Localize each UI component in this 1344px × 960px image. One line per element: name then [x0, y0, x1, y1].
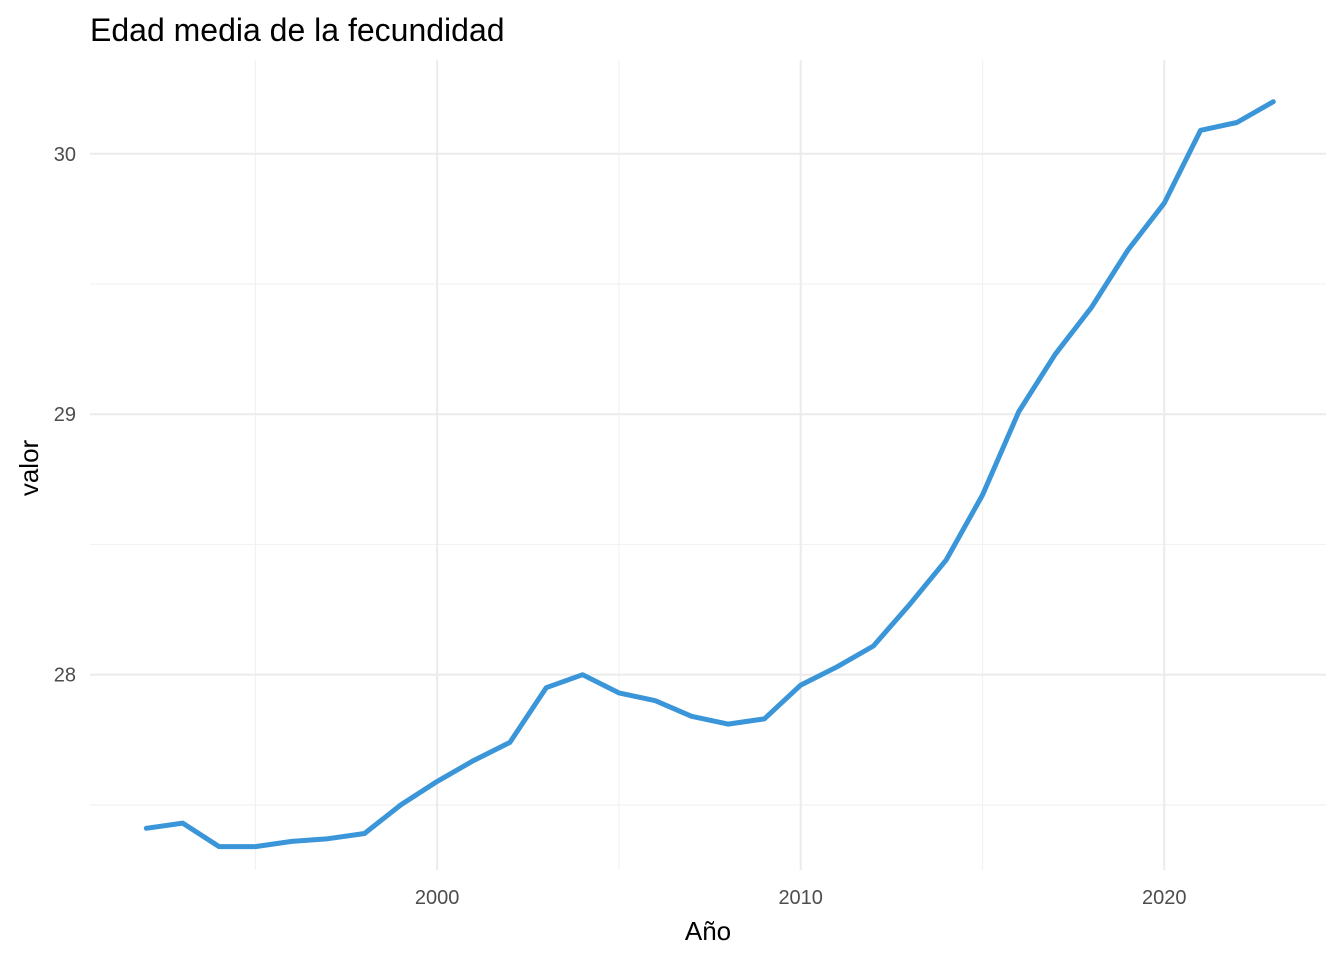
series-line	[143, 99, 1276, 850]
y-tick-labels: 28 29 30	[54, 144, 76, 687]
y-tick-label: 30	[54, 144, 76, 166]
minor-gridlines	[90, 60, 1326, 870]
x-tick-label: 2000	[415, 887, 460, 909]
x-tick-label: 2020	[1142, 887, 1187, 909]
chart-title: Edad media de la fecundidad	[90, 12, 505, 48]
x-tick-labels: 2000 2010 2020	[415, 887, 1187, 909]
major-gridlines	[90, 60, 1326, 870]
x-axis-title: Año	[685, 916, 731, 946]
series-group	[143, 99, 1276, 850]
y-tick-label: 29	[54, 404, 76, 426]
x-tick-label: 2010	[778, 887, 823, 909]
y-tick-label: 28	[54, 665, 76, 687]
y-axis-title: valor	[14, 439, 44, 496]
